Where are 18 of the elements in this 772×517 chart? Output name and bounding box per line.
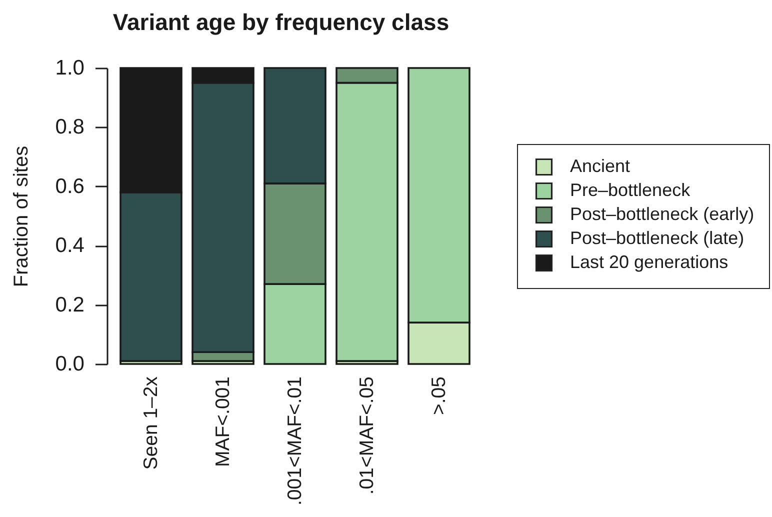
x-tick-label: MAF<.001 [212,376,234,468]
y-tick-label: 0.2 [55,293,84,316]
x-tick-label: Seen 1–2x [140,376,162,470]
x-tick-label: .001<MAF<.01 [284,376,306,506]
y-tick-label: 1.0 [55,56,84,80]
legend-label: Post–bottleneck (early) [570,204,754,224]
legend-label: Pre–bottleneck [570,180,692,200]
x-tick-label: >.05 [428,376,450,415]
y-tick-label: 0.8 [55,116,84,139]
legend-label: Post–bottleneck (late) [570,228,744,248]
y-axis-title: Fraction of sites [10,146,32,288]
y-tick-label: 0.0 [55,352,84,376]
chart-title: Variant age by frequency class [112,9,450,35]
y-tick-label: 0.6 [55,174,84,198]
y-tick-label: 0.4 [55,234,85,258]
legend-label: Last 20 generations [570,252,728,272]
legend-label: Ancient [570,156,630,176]
x-tick-label: .01<MAF<.05 [356,376,378,495]
